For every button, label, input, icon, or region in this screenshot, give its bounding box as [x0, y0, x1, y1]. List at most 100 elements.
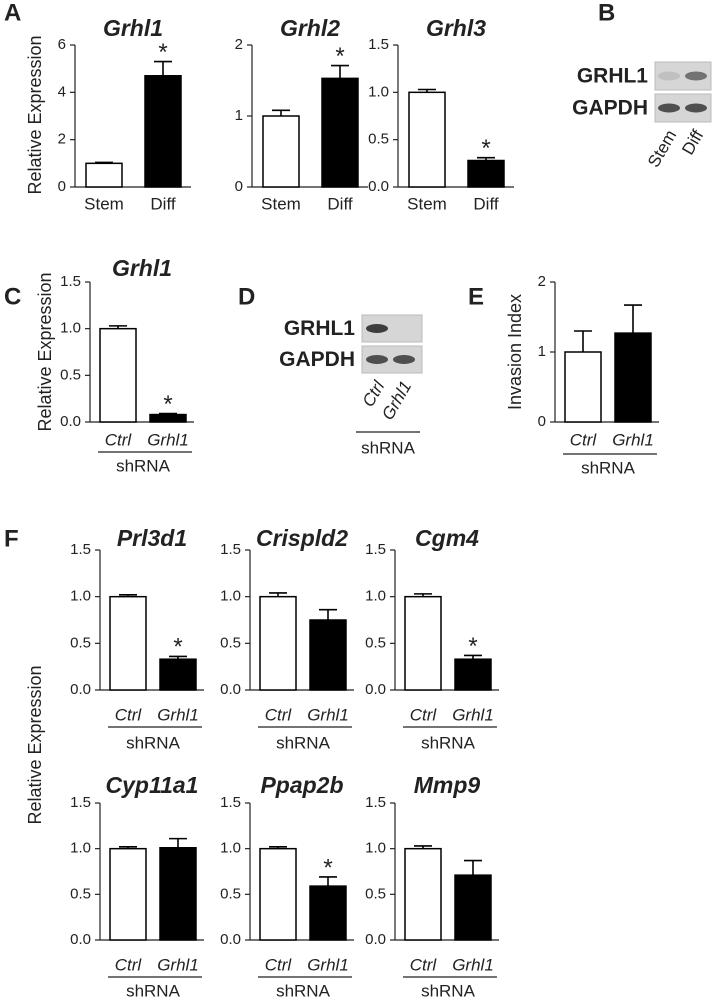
bar — [99, 327, 137, 423]
x-tick-label: Stem — [261, 194, 301, 213]
bar — [408, 91, 446, 188]
x-tick-label: Grhl1 — [157, 705, 199, 724]
y-tick-label: 1.0 — [365, 588, 386, 605]
blot-band — [658, 71, 680, 81]
x-tick-label: Grhl1 — [157, 955, 199, 974]
y-tick-label: 0.5 — [60, 366, 81, 383]
bar — [454, 874, 492, 941]
x-tick-label: Ctrl — [410, 705, 438, 724]
x-tick-label: Grhl1 — [307, 955, 349, 974]
x-tick-label: Ctrl — [570, 430, 598, 449]
x-tick-label: Grhl1 — [452, 955, 494, 974]
x-tick-label: Diff — [473, 194, 498, 213]
significance-mark: * — [158, 39, 167, 66]
x-tick-label: Grhl1 — [452, 705, 494, 724]
blot-row-label: GAPDH — [279, 348, 355, 371]
bar — [467, 159, 505, 188]
blot-band — [366, 355, 388, 364]
significance-mark: * — [323, 854, 332, 881]
chart-title: Cgm4 — [415, 525, 479, 551]
bar — [614, 332, 652, 423]
x-tick-label: Stem — [84, 194, 124, 213]
panel-label: B — [598, 0, 615, 26]
y-tick-label: 2 — [538, 273, 546, 290]
y-tick-label: 1.0 — [70, 840, 91, 857]
x-tick-label: Ctrl — [105, 430, 133, 449]
blot-band — [393, 355, 415, 364]
blot-band — [366, 324, 388, 333]
y-tick-label: 1.0 — [220, 588, 241, 605]
y-axis-label: Relative Expression — [25, 35, 45, 194]
chart-title: Grhl3 — [426, 15, 486, 41]
blot-band — [685, 71, 707, 81]
blot-band — [658, 103, 680, 113]
y-tick-label: 1.0 — [368, 83, 389, 100]
panel-label: D — [238, 283, 255, 310]
y-tick-label: 1.5 — [220, 541, 241, 558]
blot-band — [685, 103, 707, 113]
panel-label: C — [4, 283, 21, 310]
bar — [259, 847, 297, 941]
bar — [309, 885, 347, 941]
y-tick-label: 1.5 — [365, 794, 386, 811]
significance-mark: * — [468, 633, 477, 660]
y-tick-label: 0 — [58, 178, 66, 195]
chart-title: Grhl1 — [112, 255, 172, 281]
bar — [109, 595, 147, 691]
x-tick-label: Grhl1 — [612, 430, 654, 449]
blot-lane-label: Diff — [678, 127, 707, 159]
chart-title: Ppap2b — [260, 772, 343, 798]
y-tick-label: 0 — [538, 413, 546, 430]
y-tick-label: 0.0 — [220, 681, 241, 698]
panel-label: E — [468, 283, 484, 310]
group-label: shRNA — [421, 733, 476, 752]
y-tick-label: 1.5 — [365, 541, 386, 558]
x-tick-label: Ctrl — [115, 705, 143, 724]
y-tick-label: 0.0 — [365, 681, 386, 698]
significance-mark: * — [163, 391, 172, 418]
bar — [262, 115, 300, 188]
blot-lane-label: Stem — [644, 127, 680, 171]
y-tick-label: 1 — [235, 107, 243, 124]
y-tick-label: 0.0 — [365, 931, 386, 948]
significance-mark: * — [335, 43, 344, 70]
bar — [149, 413, 187, 423]
y-tick-label: 0.0 — [70, 681, 91, 698]
bar — [564, 351, 602, 423]
y-axis-label: Invasion Index — [505, 294, 525, 410]
bar — [259, 595, 297, 691]
x-tick-label: Ctrl — [265, 955, 293, 974]
y-tick-label: 1.5 — [70, 794, 91, 811]
y-tick-label: 0.5 — [365, 885, 386, 902]
y-axis-label: Relative Expression — [25, 665, 45, 824]
y-tick-label: 1.5 — [220, 794, 241, 811]
chart-title: Grhl2 — [280, 15, 340, 41]
significance-mark: * — [481, 135, 490, 162]
blot-row-label: GAPDH — [572, 97, 648, 120]
significance-mark: * — [173, 634, 182, 661]
y-tick-label: 1.5 — [70, 541, 91, 558]
group-label: shRNA — [276, 981, 331, 1000]
group-label: shRNA — [581, 458, 636, 477]
y-tick-label: 1.5 — [368, 36, 389, 53]
y-tick-label: 0.0 — [60, 413, 81, 430]
group-label: shRNA — [126, 733, 181, 752]
panel-label: A — [4, 0, 21, 26]
y-tick-label: 0.5 — [220, 885, 241, 902]
group-label: shRNA — [361, 438, 416, 457]
group-label: shRNA — [421, 981, 476, 1000]
x-tick-label: Grhl1 — [307, 705, 349, 724]
blot-row-label: GRHL1 — [577, 65, 648, 88]
bar — [159, 658, 197, 691]
y-tick-label: 1.5 — [60, 273, 81, 290]
y-tick-label: 0.5 — [70, 634, 91, 651]
bar — [454, 658, 492, 691]
x-tick-label: Grhl1 — [147, 430, 189, 449]
y-tick-label: 0.5 — [368, 131, 389, 148]
y-tick-label: 4 — [58, 83, 66, 100]
group-label: shRNA — [276, 733, 331, 752]
y-tick-label: 1 — [538, 343, 546, 360]
y-tick-label: 6 — [58, 36, 66, 53]
group-label: shRNA — [126, 981, 181, 1000]
y-tick-label: 0.5 — [365, 634, 386, 651]
